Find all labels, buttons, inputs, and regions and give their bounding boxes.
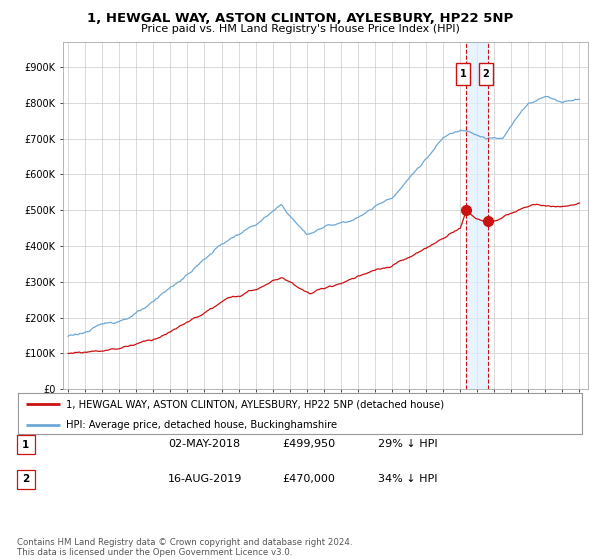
- Text: Contains HM Land Registry data © Crown copyright and database right 2024.
This d: Contains HM Land Registry data © Crown c…: [17, 538, 352, 557]
- Text: 1: 1: [22, 440, 29, 450]
- Text: HPI: Average price, detached house, Buckinghamshire: HPI: Average price, detached house, Buck…: [66, 420, 337, 430]
- Text: 1, HEWGAL WAY, ASTON CLINTON, AYLESBURY, HP22 5NP (detached house): 1, HEWGAL WAY, ASTON CLINTON, AYLESBURY,…: [66, 399, 444, 409]
- FancyBboxPatch shape: [456, 63, 470, 86]
- Text: 16-AUG-2019: 16-AUG-2019: [168, 474, 242, 484]
- Text: 02-MAY-2018: 02-MAY-2018: [168, 439, 240, 449]
- Text: 1, HEWGAL WAY, ASTON CLINTON, AYLESBURY, HP22 5NP: 1, HEWGAL WAY, ASTON CLINTON, AYLESBURY,…: [87, 12, 513, 25]
- Text: £470,000: £470,000: [282, 474, 335, 484]
- FancyBboxPatch shape: [479, 63, 493, 86]
- Text: 2: 2: [482, 69, 490, 79]
- Bar: [466, 42, 488, 389]
- Text: £499,950: £499,950: [282, 439, 335, 449]
- Text: 34% ↓ HPI: 34% ↓ HPI: [378, 474, 437, 484]
- Text: 2: 2: [22, 474, 29, 484]
- Text: 29% ↓ HPI: 29% ↓ HPI: [378, 439, 437, 449]
- Text: 1: 1: [460, 69, 467, 79]
- Text: Price paid vs. HM Land Registry's House Price Index (HPI): Price paid vs. HM Land Registry's House …: [140, 24, 460, 34]
